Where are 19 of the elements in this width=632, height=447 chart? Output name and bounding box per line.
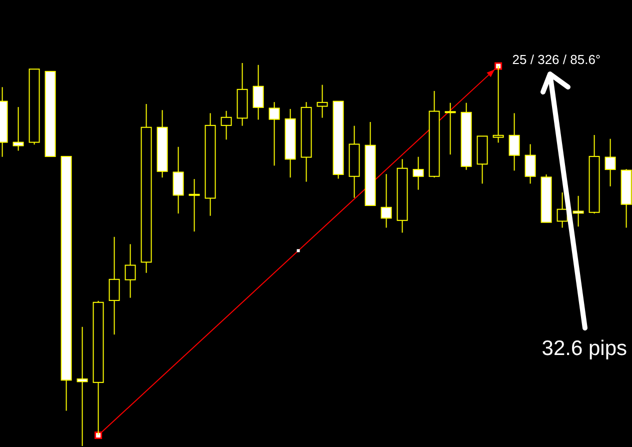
candlestick: [12, 106, 24, 152]
candlestick: [76, 326, 88, 446]
candlestick: [124, 244, 136, 298]
candlestick: [188, 178, 200, 232]
annotation: 25 / 326 / 85.6°: [512, 52, 601, 68]
candlestick: [108, 236, 120, 336]
candlestick: [572, 195, 584, 228]
annotation: 32.6 pips: [542, 337, 627, 360]
candlestick: [172, 146, 184, 214]
candlestick: [444, 102, 456, 156]
candlestick: [220, 110, 232, 140]
candlestick: [508, 112, 520, 172]
candlestick: [252, 64, 264, 120]
candlestick: [268, 102, 280, 166]
candlestick: [412, 156, 424, 190]
candlestick: [316, 84, 328, 118]
candlestick: [380, 174, 392, 228]
candlestick: [524, 144, 536, 184]
candlestick: [604, 138, 616, 187]
